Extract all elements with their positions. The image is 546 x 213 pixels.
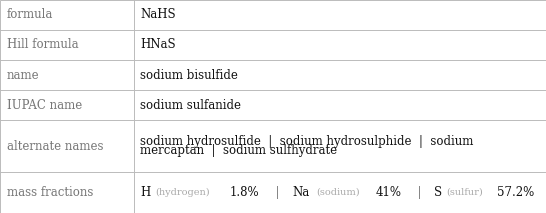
Text: |: | — [410, 186, 429, 199]
Text: (hydrogen): (hydrogen) — [156, 188, 210, 197]
Text: 1.8%: 1.8% — [229, 186, 259, 199]
Text: formula: formula — [7, 9, 53, 22]
Text: 57.2%: 57.2% — [497, 186, 535, 199]
Text: (sodium): (sodium) — [317, 188, 360, 197]
Text: |: | — [268, 186, 287, 199]
Text: H: H — [140, 186, 151, 199]
Text: 41%: 41% — [376, 186, 402, 199]
Text: mercaptan  |  sodium sulfhydrate: mercaptan | sodium sulfhydrate — [140, 144, 337, 157]
Text: sodium hydrosulfide  |  sodium hydrosulphide  |  sodium: sodium hydrosulfide | sodium hydrosulphi… — [140, 135, 474, 148]
Text: NaHS: NaHS — [140, 9, 176, 22]
Text: HNaS: HNaS — [140, 39, 176, 52]
Text: S: S — [434, 186, 442, 199]
Text: alternate names: alternate names — [7, 140, 103, 153]
Text: sodium bisulfide: sodium bisulfide — [140, 69, 238, 82]
Text: IUPAC name: IUPAC name — [7, 98, 82, 111]
Text: (sulfur): (sulfur) — [447, 188, 483, 197]
Text: sodium sulfanide: sodium sulfanide — [140, 98, 241, 111]
Text: Hill formula: Hill formula — [7, 39, 78, 52]
Text: Na: Na — [292, 186, 310, 199]
Text: name: name — [7, 69, 39, 82]
Text: mass fractions: mass fractions — [7, 186, 93, 199]
